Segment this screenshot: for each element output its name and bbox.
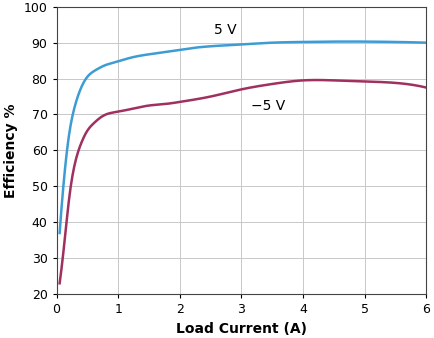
Text: 5 V: 5 V: [213, 23, 236, 37]
Y-axis label: Efficiency %: Efficiency %: [4, 103, 18, 198]
Text: −5 V: −5 V: [250, 99, 284, 113]
X-axis label: Load Current (A): Load Current (A): [175, 322, 306, 336]
